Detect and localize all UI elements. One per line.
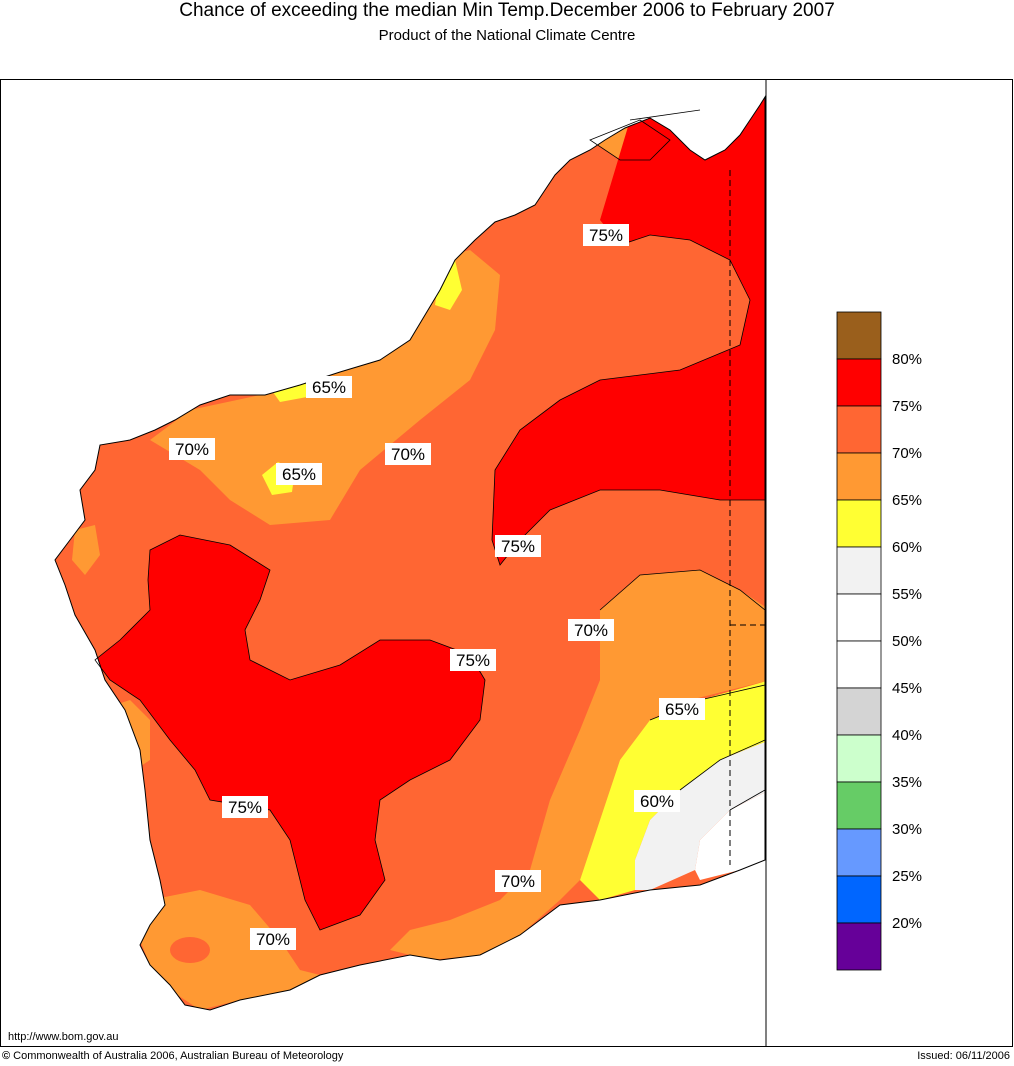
zone-65-70-southeast xyxy=(390,570,765,960)
legend-label-20: 20% xyxy=(892,915,923,932)
land-region xyxy=(55,97,765,1010)
legend-swatch xyxy=(836,687,882,736)
zone-50-55-southeast xyxy=(695,790,765,880)
legend-swatch xyxy=(836,875,882,924)
contour-label: 60% xyxy=(640,792,674,811)
contour-label: 65% xyxy=(665,700,699,719)
legend-label-80: 80% xyxy=(892,351,923,368)
legend-label-75: 75% xyxy=(892,398,923,415)
contour-label-background xyxy=(568,619,614,641)
contour-label: 70% xyxy=(256,930,290,949)
legend-swatch xyxy=(836,781,882,830)
coastline xyxy=(54,95,766,1011)
contour-label: 65% xyxy=(282,465,316,484)
contour-label: 70% xyxy=(501,872,535,891)
legend-label-25: 25% xyxy=(892,868,923,885)
contour-label: 75% xyxy=(589,226,623,245)
legend-label-70: 70% xyxy=(892,445,923,462)
zone-55-60-southeast xyxy=(635,740,765,890)
zone-75-80-central xyxy=(95,535,485,930)
map-title: Chance of exceeding the median Min Temp.… xyxy=(179,0,835,21)
legend-label-55: 55% xyxy=(892,586,923,603)
legend-swatch xyxy=(836,593,882,642)
legend-swatch xyxy=(836,640,882,689)
source-url[interactable]: http://www.bom.gov.au xyxy=(8,1031,119,1043)
contour-label-background xyxy=(495,535,541,557)
legend-swatch xyxy=(836,405,882,454)
map-frame xyxy=(0,79,1013,1047)
contour-label-background xyxy=(250,928,296,950)
contour-label: 75% xyxy=(456,651,490,670)
legend-swatch xyxy=(836,311,882,360)
map-subtitle: Product of the National Climate Centre xyxy=(378,27,636,44)
contour-label: 75% xyxy=(501,537,535,556)
contour-label: 70% xyxy=(391,445,425,464)
contour-label-background xyxy=(495,870,541,892)
contour-label: 75% xyxy=(228,798,262,817)
legend-label-30: 30% xyxy=(892,821,923,838)
legend-swatch xyxy=(836,499,882,548)
legend-label-35: 35% xyxy=(892,774,923,791)
legend-swatch xyxy=(836,358,882,407)
copyright-symbol: © xyxy=(2,1050,11,1062)
contour-label-background xyxy=(222,796,268,818)
zone-65-70-southwest xyxy=(140,890,320,1010)
contour-label-background xyxy=(634,790,680,812)
contour-label: 65% xyxy=(312,378,346,397)
contour-label: 70% xyxy=(574,621,608,640)
legend-label-50: 50% xyxy=(892,633,923,650)
legend-swatch xyxy=(836,452,882,501)
contour-labels: 75% 65% 70% 65% 70% 75% 70% 75% 65% 60% 75% 70% 70% xyxy=(169,224,705,950)
legend-label-60: 60% xyxy=(892,539,923,556)
legend-swatch xyxy=(836,734,882,783)
contour-label: 70% xyxy=(175,440,209,459)
issued-date: Issued: 06/11/2006 xyxy=(917,1050,1010,1062)
legend-swatch xyxy=(836,828,882,877)
contour-label-background xyxy=(450,649,496,671)
zone-75-80-north xyxy=(492,97,765,565)
copyright-notice: © Commonwealth of Australia 2006, Austra… xyxy=(2,1050,343,1062)
legend-label-65: 65% xyxy=(892,492,923,509)
legend xyxy=(836,311,882,971)
zone-70-75-southwest-spot xyxy=(170,937,210,963)
legend-swatch xyxy=(836,546,882,595)
contour-label-background xyxy=(583,224,629,246)
contour-label-background xyxy=(659,698,705,720)
legend-swatch xyxy=(836,922,882,971)
contour-label-background xyxy=(385,443,431,465)
copyright-text: Commonwealth of Australia 2006, Australi… xyxy=(13,1050,344,1062)
contour-label-background xyxy=(169,438,215,460)
contour-label-background xyxy=(306,376,352,398)
contour-label-background xyxy=(276,463,322,485)
legend-label-45: 45% xyxy=(892,680,923,697)
legend-label-40: 40% xyxy=(892,727,923,744)
zone-65-70-shark-bay xyxy=(72,525,100,575)
